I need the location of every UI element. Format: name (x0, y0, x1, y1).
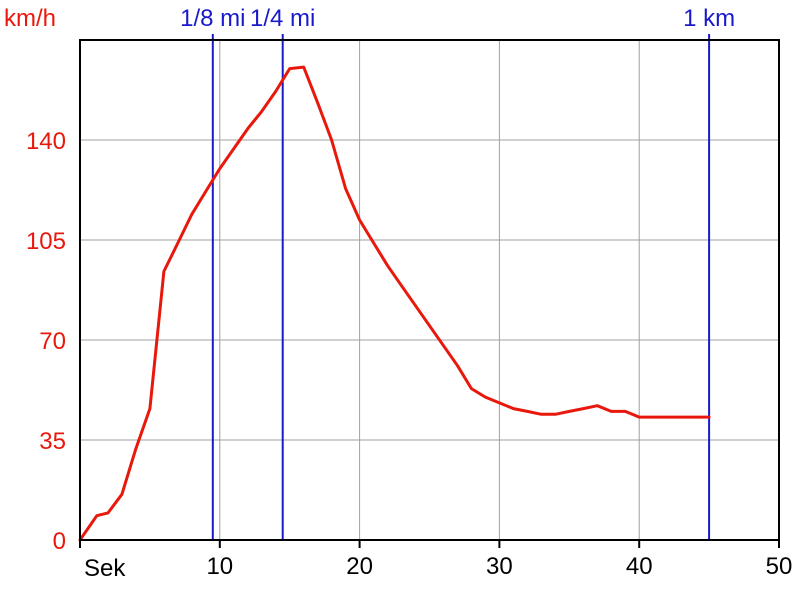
x-axis-unit-label: Sek (84, 555, 126, 582)
x-tick-label: 20 (346, 553, 373, 580)
x-tick-label: 40 (626, 553, 653, 580)
distance-marker-label: 1/4 mi (250, 5, 315, 32)
x-tick-label: 10 (206, 553, 233, 580)
series-layer (78, 65, 711, 542)
speed-series-line (78, 65, 711, 542)
y-tick-label: 70 (39, 328, 66, 355)
y-axis-unit-label: km/h (4, 5, 56, 32)
distance-marker-label: 1/8 mi (180, 5, 245, 32)
plot-area-frame (79, 39, 780, 541)
distance-markers: 1/8 mi 1/4 mi 1 km (180, 5, 735, 540)
distance-marker-label: 1 km (683, 5, 735, 32)
x-tick-label: 30 (486, 553, 513, 580)
y-tick-label: 105 (26, 228, 66, 255)
y-tick-label: 35 (39, 428, 66, 455)
grid (80, 40, 779, 540)
tick-labels: 0 35 70 105 140 10 20 30 40 50 (26, 128, 792, 580)
y-tick-label: 0 (53, 528, 66, 555)
x-tick-label: 50 (766, 553, 793, 580)
y-tick-label: 140 (26, 128, 66, 155)
